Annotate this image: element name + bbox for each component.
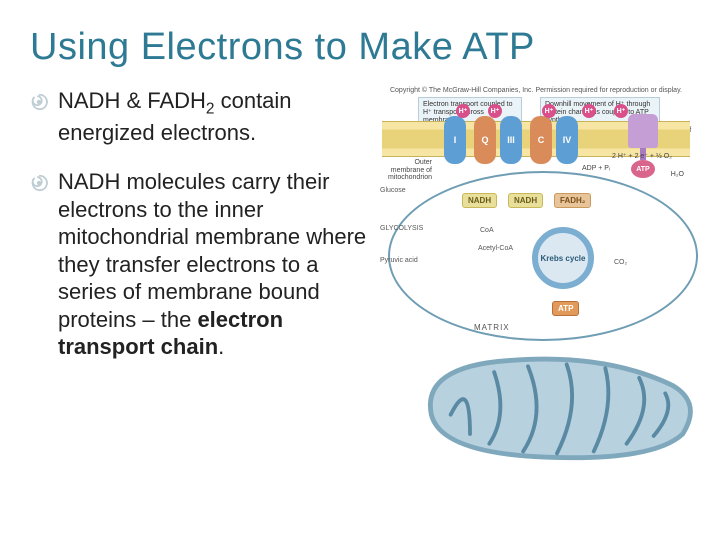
bullet-item-2: NADH molecules carry their electrons to … <box>30 168 370 361</box>
swirl-bullet-icon <box>30 174 48 361</box>
atp-synthase-icon: ATP <box>628 114 658 174</box>
membrane-strip: ATP IQIIICIVH⁺H⁺H⁺H⁺H⁺ <box>382 121 690 157</box>
atp-badge-synthase: ATP <box>631 160 655 178</box>
bullet1-pre: NADH & FADH <box>58 88 206 113</box>
coa-label: CoA <box>480 227 494 235</box>
swirl-bullet-icon <box>30 93 48 146</box>
etc-complex-icon: Q <box>474 116 496 164</box>
bullet-text-2: NADH molecules carry their electrons to … <box>58 168 370 361</box>
water-label: H₂O <box>671 171 684 179</box>
etc-complex-icon: I <box>444 116 466 164</box>
bullet-item-1: NADH & FADH2 contain energized electrons… <box>30 87 370 146</box>
h-plus-icon: H⁺ <box>542 104 556 118</box>
matrix-label: MATRIX <box>474 323 510 332</box>
page-title: Using Electrons to Make ATP <box>0 0 720 87</box>
bullet-list: NADH & FADH2 contain energized electrons… <box>30 87 370 467</box>
adp-label: ADP + Pᵢ <box>582 165 610 173</box>
co2-label: CO₂ <box>614 259 627 267</box>
copyright-text: Copyright © The McGraw-Hill Companies, I… <box>382 87 690 94</box>
fadh-badge: FADH₂ <box>554 193 591 208</box>
glycolysis-label: GLYCOLYSIS <box>380 225 423 233</box>
h-plus-icon: H⁺ <box>582 104 596 118</box>
bullet-text-1: NADH & FADH2 contain energized electrons… <box>58 87 370 146</box>
etc-complex-icon: C <box>530 116 552 164</box>
nadh-badge-2: NADH <box>508 193 543 208</box>
h-plus-icon: H⁺ <box>614 104 628 118</box>
content-row: NADH & FADH2 contain energized electrons… <box>0 87 720 467</box>
oxygen-label: 2 H⁺ + 2 e⁻ + ½ O₂ <box>612 153 684 161</box>
etc-complex-icon: IV <box>556 116 578 164</box>
etc-diagram: Copyright © The McGraw-Hill Companies, I… <box>382 87 690 467</box>
mitochondrion-icon <box>412 345 702 465</box>
pyruvic-label: Pyruvic acid <box>380 257 420 265</box>
acetyl-label: Acetyl-CoA <box>478 245 513 253</box>
atp-badge: ATP <box>552 301 579 316</box>
etc-complex-icon: III <box>500 116 522 164</box>
h-plus-icon: H⁺ <box>456 104 470 118</box>
nadh-badge: NADH <box>462 193 497 208</box>
h-plus-icon: H⁺ <box>488 104 502 118</box>
krebs-cycle-icon: Krebs cycle <box>532 227 594 289</box>
glucose-label: Glucose <box>380 187 406 195</box>
outer-membrane-label: Outer membrane of mitochondrion <box>380 159 432 182</box>
bullet2-post: . <box>218 334 224 359</box>
